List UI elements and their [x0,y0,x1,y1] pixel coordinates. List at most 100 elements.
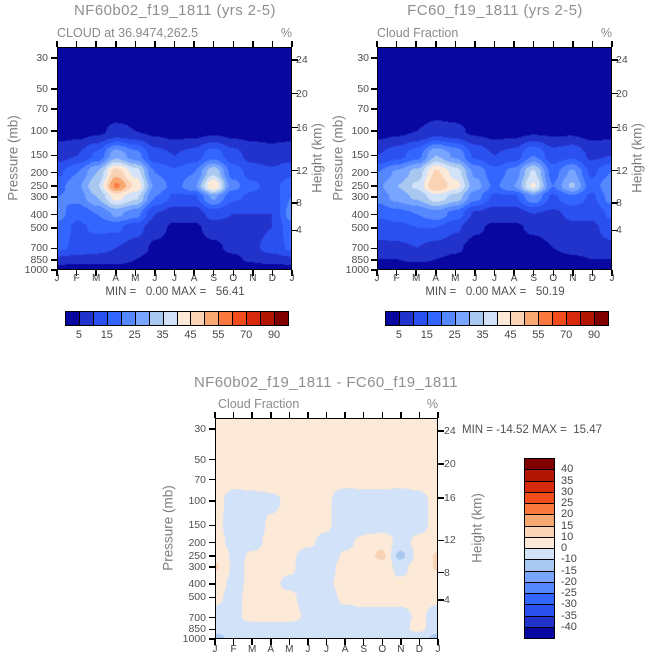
height-tick-mark [292,229,298,232]
month-tick-mark [532,41,535,47]
pressure-tick-mark [209,541,215,544]
month-tick-mark [513,41,515,47]
month-tick-mark [474,270,476,276]
pressure-tick-label: 70 [194,473,206,486]
month-tick-mark [435,41,437,47]
pressure-tick-mark [51,57,57,59]
pressure-tick-label: 500 [351,222,369,235]
pressure-tick-mark [51,108,57,110]
month-tick-mark [513,270,515,276]
colorbar-segment [524,593,555,606]
month-tick-mark [344,639,346,645]
colorbar-tick-label: 25 [448,329,461,341]
month-tick-mark [437,412,439,418]
pressure-tick-label: 200 [30,166,48,179]
month-label: O [229,273,238,284]
colorbar-segment [496,311,512,326]
colorbar-segment [260,311,276,326]
height-tick-mark [438,539,444,542]
colorbar-tick-label: 45 [184,329,197,341]
pressure-tick-mark [209,566,215,568]
pressure-tick-mark [51,269,57,271]
pressure-tick-mark [51,196,57,198]
pressure-tick-mark [51,247,57,250]
month-tick-mark [418,412,421,418]
colorbar-segment [65,311,80,326]
pressure-tick-label: 100 [351,124,369,137]
month-tick-mark [307,412,309,418]
pressure-tick-label: 400 [351,208,369,221]
colorbar-tick-label: 20 [561,508,574,521]
colorbar-segment [176,311,192,326]
height-axis-title: Height (km) [629,123,645,193]
colorbar-tick-label: 70 [240,329,253,341]
pressure-tick-mark [209,628,215,630]
colorbar-segment [524,491,555,504]
colorbar-segment [510,311,526,326]
pressure-tick-mark [209,458,215,461]
pressure-tick-label: 250 [351,180,369,193]
height-tick-mark [292,92,298,95]
pressure-tick-mark [371,213,377,216]
month-label: J [324,644,329,655]
month-tick-mark [376,41,378,47]
colorbar-segment [274,311,289,326]
month-tick-mark [435,270,437,276]
pressure-tick-mark [209,583,215,585]
pressure-tick-label: 300 [351,191,369,204]
colorbar-segment [385,311,400,326]
colorbar-tick-label: 45 [504,329,517,341]
height-tick-label: 4 [616,224,622,237]
colorbar-tick-label: 55 [212,329,225,341]
pressure-tick-label: 1000 [24,264,48,276]
month-tick-mark [271,41,274,47]
pressure-tick-label: 100 [30,124,48,137]
month-tick-mark [56,41,58,47]
month-label: J [609,273,615,284]
month-label: M [411,273,421,284]
minmax-label: MIN = 0.00 MAX = 56.41 [105,286,245,298]
pressure-tick-mark [209,500,215,502]
colorbar-segment [524,548,555,561]
pressure-tick-label: 200 [188,536,206,549]
panel-subtitle: Cloud Fraction [377,26,459,40]
pressure-tick-mark [371,227,377,229]
colorbar-tick-label: -15 [561,564,577,577]
colorbar-tick-label: 5 [395,329,402,341]
colorbar-segment [524,514,555,527]
month-label: N [569,273,577,284]
pressure-tick-mark [209,616,215,619]
month-tick-mark [572,41,574,47]
month-tick-mark [193,270,195,276]
month-tick-mark [400,639,402,645]
pressure-tick-label: 30 [194,422,206,435]
colorbar-segment [190,311,206,326]
height-tick-mark [612,169,618,172]
month-tick-mark [381,412,383,418]
height-tick-label: 8 [444,566,450,579]
month-tick-mark [154,41,156,47]
height-tick-mark [612,202,618,204]
height-tick-label: 20 [444,458,456,471]
panel-difference: NF60b02_f19_1811 - FC60_f19_1811 Cloud F… [140,370,648,662]
height-tick-label: 24 [296,54,308,66]
pressure-tick-label: 500 [30,222,48,235]
colorbar-segment [524,581,555,594]
pressure-tick-label: 250 [30,180,48,193]
pressure-tick-mark [371,185,377,187]
height-tick-mark [438,599,444,601]
colorbar-tick-label: -25 [561,587,577,599]
month-tick-mark [173,41,176,47]
colorbar-segment [594,311,609,326]
height-tick-label: 20 [296,87,308,100]
colorbar-segment [162,311,178,326]
pressure-tick-mark [371,196,377,198]
colorbar-segment [524,604,555,617]
month-label: J [305,644,311,655]
colorbar-segment [468,311,484,326]
month-label: J [152,273,158,284]
colorbar-segment [524,559,555,572]
month-tick-mark [362,639,365,645]
pressure-tick-label: 850 [351,254,369,267]
month-label: M [131,273,140,284]
